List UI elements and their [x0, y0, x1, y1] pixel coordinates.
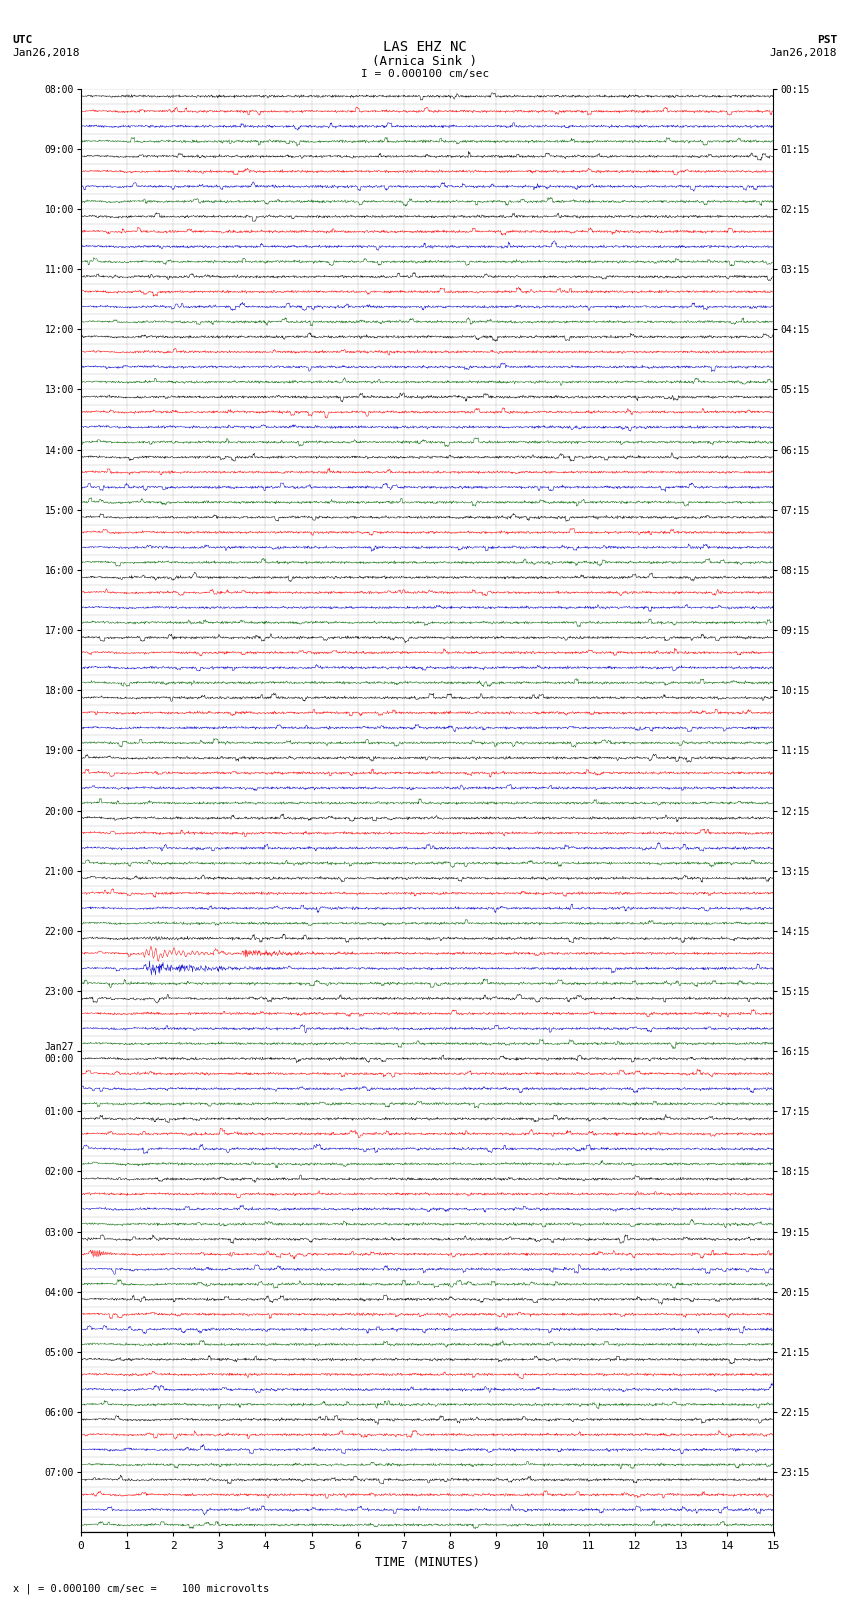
Text: PST: PST: [817, 35, 837, 45]
Text: Jan26,2018: Jan26,2018: [13, 48, 80, 58]
Text: UTC: UTC: [13, 35, 33, 45]
X-axis label: TIME (MINUTES): TIME (MINUTES): [375, 1555, 479, 1568]
Text: x | = 0.000100 cm/sec =    100 microvolts: x | = 0.000100 cm/sec = 100 microvolts: [13, 1582, 269, 1594]
Text: (Arnica Sink ): (Arnica Sink ): [372, 55, 478, 68]
Text: I = 0.000100 cm/sec: I = 0.000100 cm/sec: [361, 69, 489, 79]
Text: LAS EHZ NC: LAS EHZ NC: [383, 40, 467, 55]
Text: Jan26,2018: Jan26,2018: [770, 48, 837, 58]
